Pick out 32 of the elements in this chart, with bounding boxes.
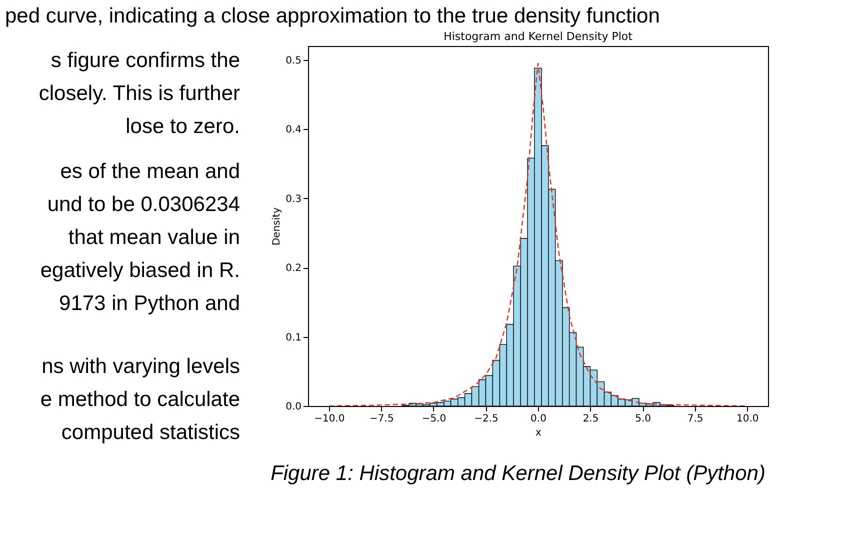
text: s figure confirms the bbox=[50, 49, 240, 72]
caption: Figure 1: Histogram and Kernel Density Plot (Python) bbox=[270, 462, 766, 485]
x-tick-label: −7.5 bbox=[370, 414, 394, 424]
x-tick-label: 7.5 bbox=[687, 414, 704, 424]
text: ped curve, indicating a close approximation to the true density function bbox=[5, 4, 660, 28]
line-series bbox=[328, 62, 748, 406]
y-axis-title: Density bbox=[272, 207, 283, 246]
text: e method to calculate bbox=[40, 388, 240, 411]
text: und to be 0.0306234 bbox=[47, 193, 240, 216]
x-tick-label: 10.0 bbox=[736, 414, 759, 424]
y-tick-label: 0.3 bbox=[286, 194, 302, 205]
x-axis-title: x bbox=[536, 428, 542, 438]
y-tick-label: 0.0 bbox=[286, 402, 302, 412]
x-tick-label: −5.0 bbox=[422, 414, 446, 424]
text: es of the mean and bbox=[60, 160, 240, 183]
y-tick-label: 0.5 bbox=[286, 55, 302, 66]
y-tick-label: 0.2 bbox=[286, 263, 302, 274]
x-tick-label: 0.0 bbox=[530, 414, 546, 424]
x-tick-label: 2.5 bbox=[582, 414, 599, 424]
y-tick-label: 0.4 bbox=[286, 124, 302, 136]
text: that mean value in bbox=[68, 226, 240, 249]
x-tick-label: −2.5 bbox=[474, 414, 498, 424]
chart-title: Histogram and Kernel Density Plot bbox=[444, 30, 634, 43]
text: computed statistics bbox=[61, 421, 240, 444]
text: closely. This is further bbox=[38, 82, 240, 105]
x-tick-label: 5.0 bbox=[635, 414, 651, 424]
text: egatively biased in R. bbox=[40, 259, 240, 282]
text: 9173 in Python and bbox=[59, 292, 240, 315]
x-tick-label: −10.0 bbox=[314, 414, 345, 424]
y-tick-label: 0.1 bbox=[286, 332, 302, 344]
text: lose to zero. bbox=[126, 115, 240, 138]
text: ns with varying levels bbox=[42, 355, 240, 378]
